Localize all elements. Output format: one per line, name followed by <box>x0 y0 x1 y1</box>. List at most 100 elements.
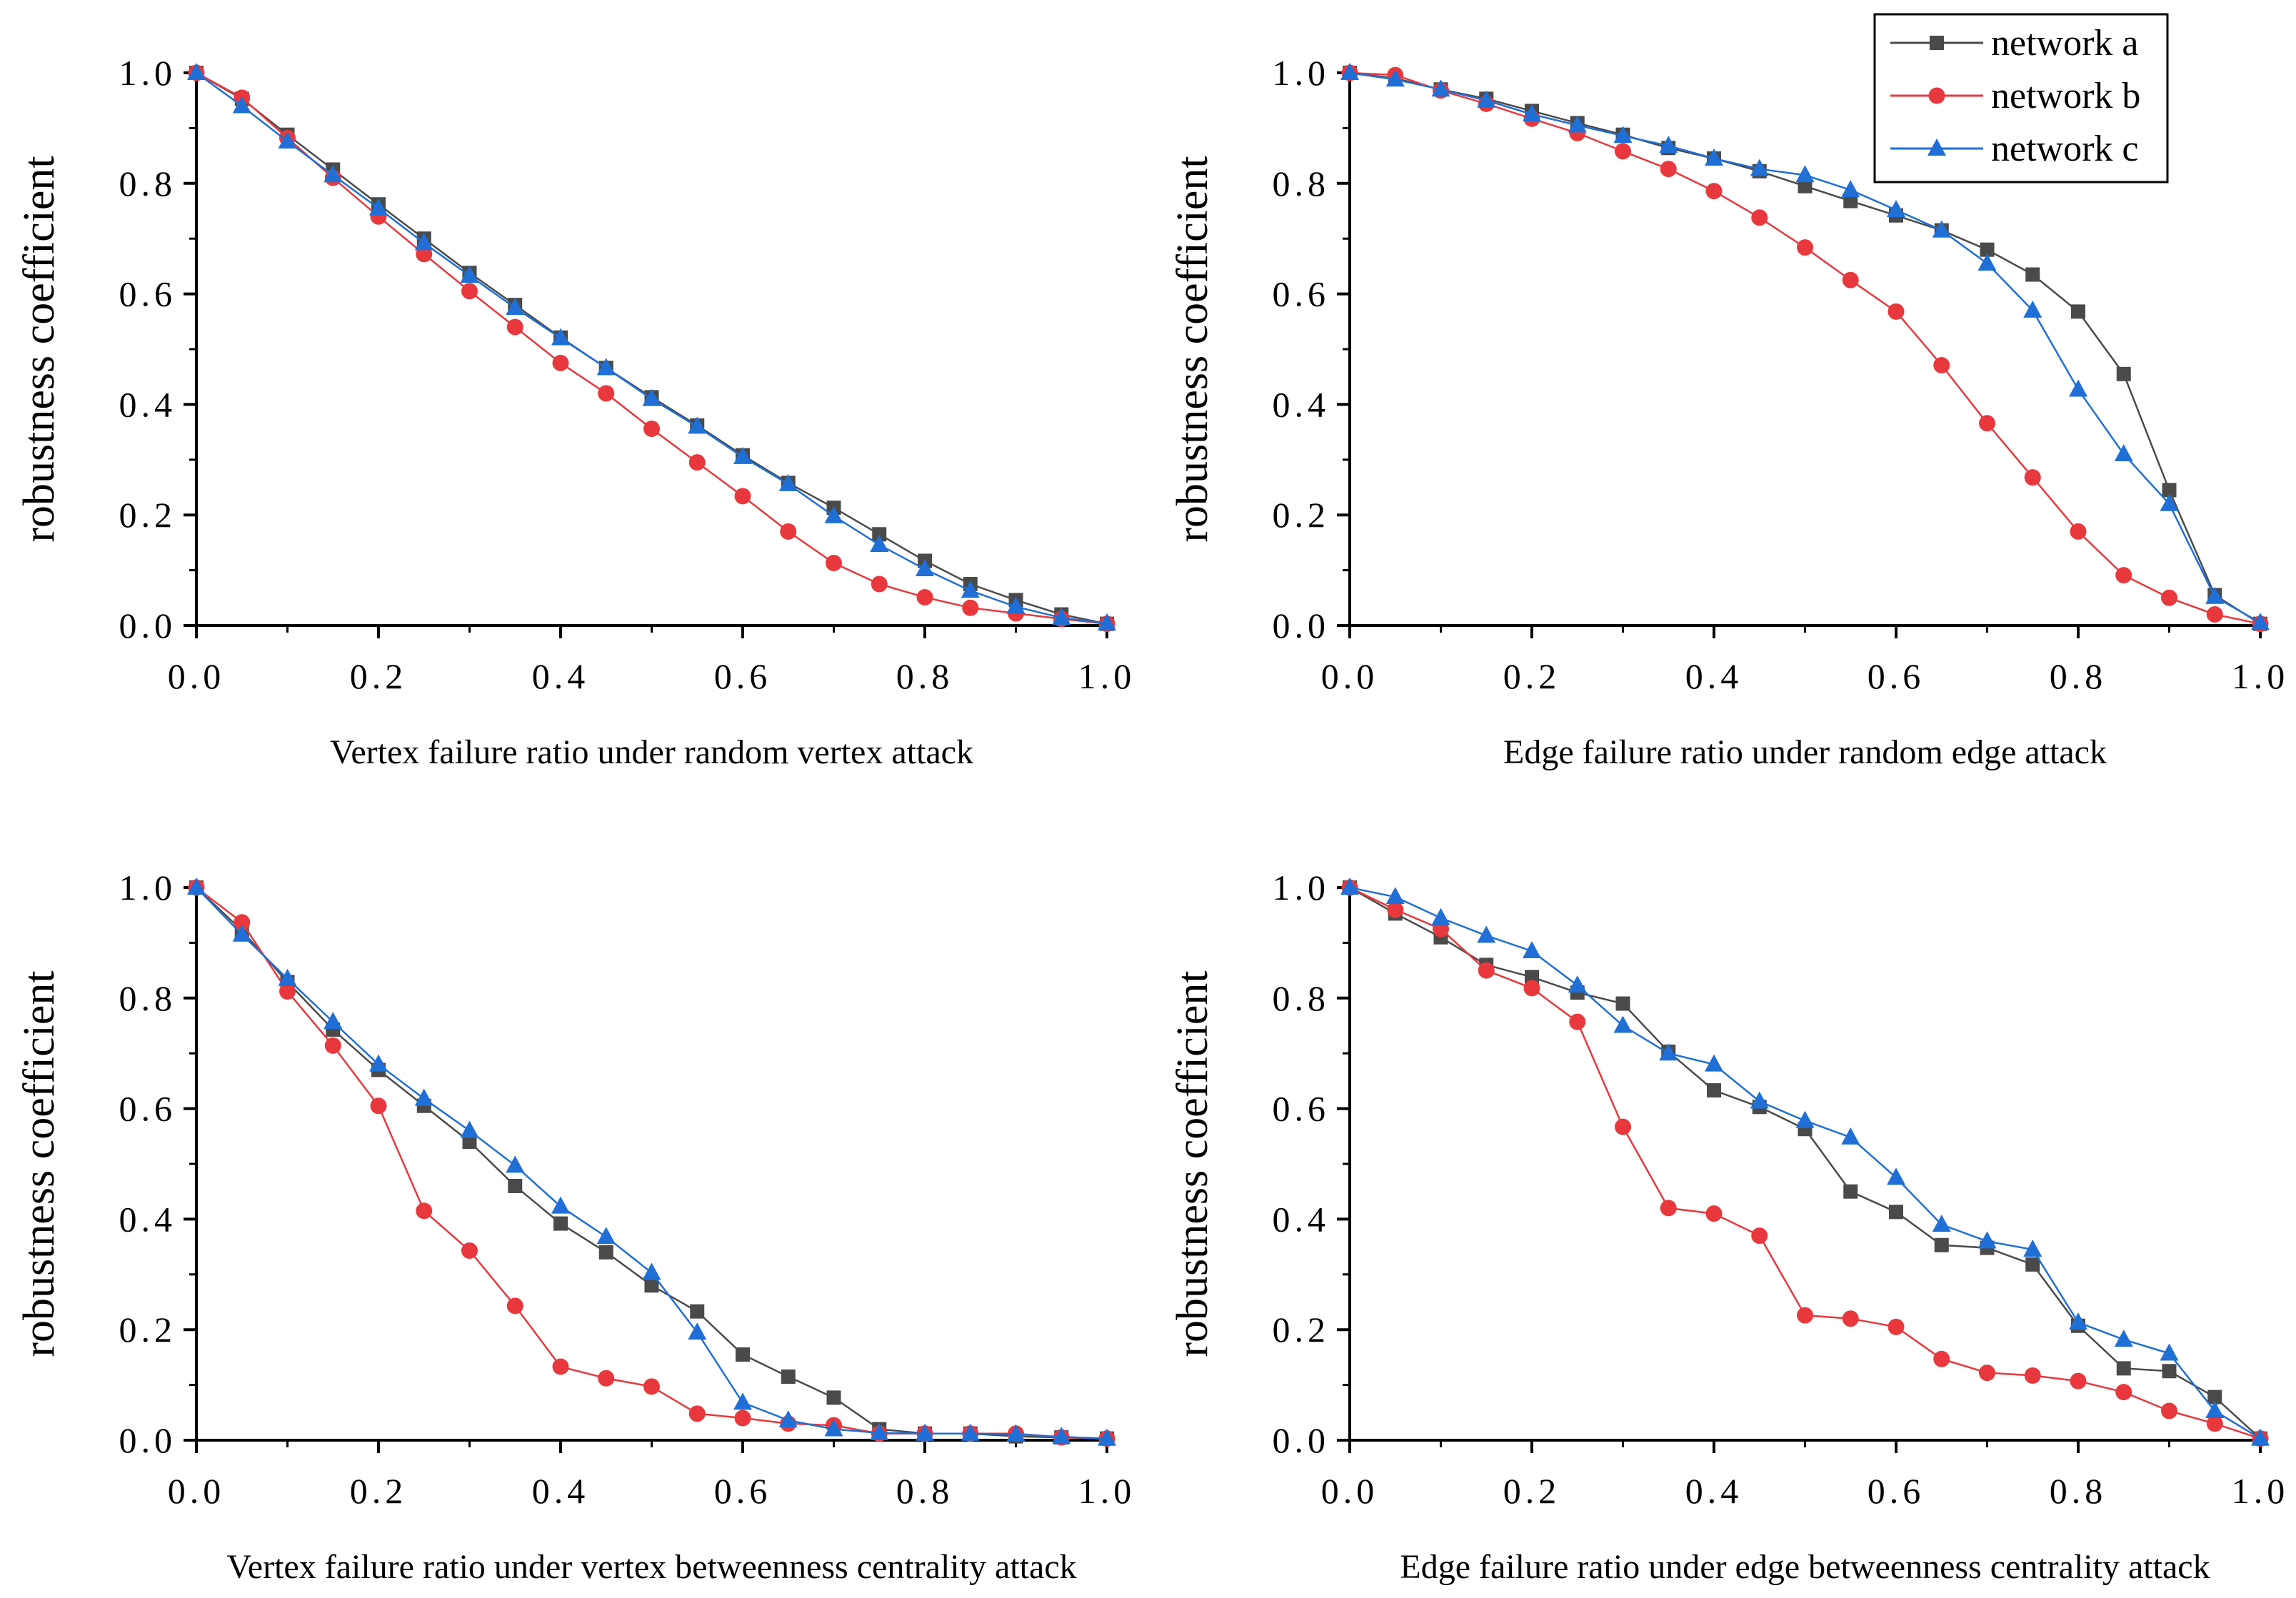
series-network-c <box>187 63 1116 630</box>
data-point <box>1098 613 1116 630</box>
chart-panel-edge-random: 0.0 0.2 0.4 0.6 0.8 1.0 0.0 0.2 0.4 0.6 0.8 1.0 Edge… <box>1168 53 2285 771</box>
y-tick-label: 0.0 <box>119 1420 177 1460</box>
data-point <box>1615 143 1631 160</box>
data-point <box>1478 962 1495 979</box>
data-point <box>324 165 343 183</box>
series-network-c <box>1340 878 2270 1446</box>
data-point <box>278 968 297 986</box>
data-point <box>1006 1424 1026 1442</box>
data-point <box>461 283 478 300</box>
data-point <box>870 1422 889 1440</box>
y-tick-label: 1.0 <box>1273 868 1330 908</box>
data-point <box>2160 493 2179 511</box>
data-point <box>2069 379 2087 397</box>
data-point <box>506 297 525 315</box>
data-point <box>1006 596 1026 614</box>
data-point <box>506 1155 525 1173</box>
data-point <box>2023 300 2042 318</box>
legend-marker <box>1930 36 1944 50</box>
data-point <box>1052 608 1071 625</box>
x-tick-label: 0.6 <box>714 656 772 696</box>
data-point <box>1431 79 1450 97</box>
data-point <box>1932 220 1951 238</box>
legend-label: network a <box>1991 23 2138 64</box>
data-point <box>1888 1318 1905 1335</box>
data-point <box>780 523 797 540</box>
data-point <box>2071 304 2085 319</box>
x-tick-label: 0.6 <box>1868 656 1925 696</box>
data-point <box>644 1278 659 1293</box>
x-tick-label: 0.8 <box>896 1471 954 1511</box>
data-point <box>1979 415 1995 432</box>
data-point <box>2069 1312 2087 1330</box>
data-point <box>596 358 616 376</box>
data-point <box>736 1347 750 1362</box>
y-tick-label: 0.4 <box>1273 1199 1330 1239</box>
data-point <box>1523 941 1541 959</box>
data-point <box>1568 975 1587 993</box>
chart-panel-vertex-random: 0.0 0.2 0.4 0.6 0.8 1.0 0.0 0.2 0.4 0.6 0.8 1.0 Vert… <box>15 53 1131 771</box>
x-tick-label: 0.4 <box>532 1471 590 1511</box>
data-point <box>1707 1083 1721 1098</box>
data-point <box>1887 1167 1905 1185</box>
y-tick-label: 0.2 <box>119 1310 177 1350</box>
series-network-b <box>188 879 1116 1447</box>
data-point <box>1477 925 1496 943</box>
data-point <box>2070 1372 2087 1390</box>
data-point <box>2251 613 2270 630</box>
x-tick-label: 0.0 <box>168 1471 226 1511</box>
data-point <box>1934 1237 1949 1252</box>
y-tick-label: 0.6 <box>1273 1089 1330 1129</box>
data-point <box>1569 1013 1586 1030</box>
data-point <box>643 420 660 437</box>
data-point <box>506 318 523 336</box>
data-point <box>2114 444 2133 462</box>
data-point <box>871 576 888 593</box>
y-axis-title: robustness coefficient <box>1168 156 1217 542</box>
data-point <box>1887 199 1905 217</box>
data-point <box>596 1227 616 1245</box>
data-point <box>2161 1402 2177 1419</box>
data-point <box>2162 1364 2177 1379</box>
data-point <box>1795 1110 1815 1128</box>
y-tick-label: 0.2 <box>1273 1310 1330 1350</box>
series-network-b <box>188 64 1116 633</box>
data-point <box>1615 1118 1631 1135</box>
data-point <box>1052 1427 1071 1444</box>
x-tick-label: 0.8 <box>2050 1471 2107 1511</box>
data-point <box>2206 606 2223 623</box>
y-tick-label: 0.8 <box>1273 164 1330 203</box>
data-point <box>462 1135 477 1150</box>
data-point <box>1843 1184 1858 1199</box>
data-point <box>961 581 980 598</box>
data-point <box>508 1178 523 1193</box>
data-point <box>688 1322 707 1340</box>
x-tick-label: 0.0 <box>1321 1471 1379 1511</box>
data-point <box>643 1378 660 1395</box>
data-point <box>1933 1350 1950 1367</box>
data-point <box>1387 901 1404 918</box>
x-axis-title: Vertex failure ratio under vertex betwee… <box>226 1548 1076 1586</box>
data-point <box>1977 1231 1997 1249</box>
y-tick-label: 0.0 <box>119 605 177 645</box>
data-point <box>1613 1015 1633 1033</box>
data-point <box>688 1405 706 1422</box>
data-point <box>1098 1428 1116 1446</box>
data-point <box>2205 1400 2225 1418</box>
data-point <box>370 1097 387 1115</box>
x-tick-label: 0.2 <box>1503 656 1561 696</box>
x-tick-label: 0.0 <box>168 656 226 696</box>
y-tick-label: 0.0 <box>1273 1420 1330 1460</box>
chart-panel-vertex-betweenness: 0.00.20.40.60.81.00.0 0.2 0.4 0.6 0.8 1.0Vert… <box>15 868 1131 1586</box>
x-tick-label: 0.8 <box>2050 656 2107 696</box>
chart-panel-edge-betweenness: 0.0 0.2 0.4 0.6 0.8 1.0 0.0 0.2 0.4 0.6 0.8 1.0 Edge… <box>1168 868 2285 1586</box>
data-point <box>916 589 933 606</box>
data-point <box>1660 1200 1677 1217</box>
data-point <box>1751 1227 1768 1245</box>
x-tick-label: 0.6 <box>1868 1471 1925 1511</box>
series-line <box>196 887 1108 1439</box>
x-tick-label: 0.2 <box>350 656 408 696</box>
y-tick-label: 0.8 <box>119 164 177 203</box>
series-network-c <box>187 878 1116 1446</box>
data-point <box>461 1242 478 1260</box>
